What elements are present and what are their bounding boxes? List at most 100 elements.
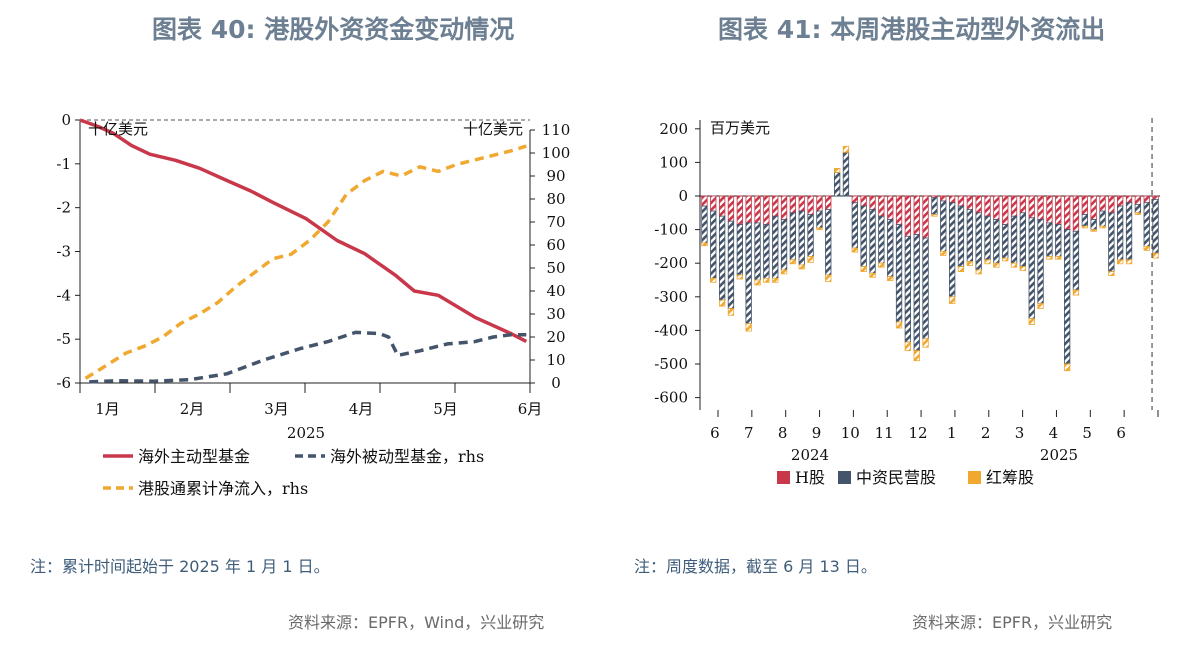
left-unit-label-right: 十亿美元 <box>463 120 523 138</box>
right-x-tick-label: 5 <box>1082 424 1092 442</box>
right-x-tick-label: 2 <box>981 424 991 442</box>
bar-segment-中资民营股 <box>975 212 982 271</box>
bar-segment-红筹股 <box>966 261 973 266</box>
bar-segment-红筹股 <box>1152 252 1159 259</box>
right-y-tick-label: -500 <box>654 355 688 373</box>
bar-segment-H股 <box>1010 195 1018 217</box>
bar-segment-红筹股 <box>851 247 858 253</box>
bar-segment-H股 <box>772 195 779 217</box>
bar-segment-红筹股 <box>1099 225 1106 229</box>
left-y-tick-label: -2 <box>56 199 71 217</box>
bar-segment-红筹股 <box>1046 256 1053 260</box>
left-y2-tick-label: 100 <box>542 144 571 162</box>
bar-segment-中资民营股 <box>710 210 717 279</box>
bar-segment-中资民营股 <box>1037 219 1044 304</box>
bar-segment-中资民营股 <box>1010 215 1018 264</box>
right-x-tick-label: 8 <box>778 424 788 442</box>
bar-segment-中资民营股 <box>1019 212 1026 268</box>
bar-segment-中资民营股 <box>763 224 770 279</box>
bar-segment-红筹股 <box>975 269 982 275</box>
bar-segment-H股 <box>913 195 920 235</box>
right-x-tick-label: 4 <box>1049 424 1059 442</box>
bar-segment-红筹股 <box>1028 318 1035 326</box>
bar-segment-红筹股 <box>1108 271 1115 277</box>
bar-segment-中资民营股 <box>834 172 841 197</box>
bar-segment-中资民营股 <box>825 208 832 276</box>
bar-segment-H股 <box>763 195 770 226</box>
bar-segment-红筹股 <box>780 269 788 275</box>
bar-segment-H股 <box>869 195 876 210</box>
bar-segment-红筹股 <box>754 279 761 286</box>
left-y2-tick-label: 60 <box>546 236 565 254</box>
bar-segment-红筹股 <box>1143 245 1150 251</box>
bar-segment-H股 <box>1072 195 1080 232</box>
legend-label-active-fund: 海外主动型基金 <box>138 447 250 466</box>
bar-segment-H股 <box>1134 195 1141 205</box>
bar-segment-中资民营股 <box>1064 229 1071 365</box>
bar-segment-H股 <box>1108 195 1115 214</box>
bar-segment-中资民营股 <box>940 200 947 252</box>
bar-segment-H股 <box>949 195 956 204</box>
bar-segment-H股 <box>895 195 903 226</box>
bar-segment-红筹股 <box>763 277 770 283</box>
left-chart-note: 注：累计时间起始于 2025 年 1 月 1 日。 <box>30 557 330 576</box>
bar-segment-H股 <box>825 195 832 210</box>
bar-segment-H股 <box>1002 195 1009 226</box>
bar-segment-红筹股 <box>957 266 965 273</box>
bar-segment-红筹股 <box>701 242 708 247</box>
right-y-tick-label: -400 <box>654 321 688 339</box>
bar-segment-红筹股 <box>895 321 903 329</box>
left-y2-tick-label: 30 <box>546 305 565 323</box>
bar-segment-H股 <box>789 195 796 214</box>
legend-swatch-private-shares <box>838 471 851 484</box>
bar-segment-红筹股 <box>710 277 717 283</box>
right-y-tick-label: -300 <box>654 288 688 306</box>
left-chart-source: 资料来源：EPFR，Wind，兴业研究 <box>288 613 545 632</box>
bar-segment-红筹股 <box>798 264 805 270</box>
bar-segment-H股 <box>860 195 867 207</box>
left-y-tick-label: -5 <box>56 330 71 348</box>
bar-segment-H股 <box>904 195 911 237</box>
right-y-tick-label: 100 <box>659 153 688 171</box>
left-plot-area: 0-1-2-3-4-5-611010090807060504030201001月… <box>56 111 570 418</box>
legend-label-passive-fund: 海外被动型基金，rhs <box>330 447 484 466</box>
bar-segment-H股 <box>816 195 823 212</box>
bar-segment-红筹股 <box>834 167 841 173</box>
left-x-axis-year-label: 2025 <box>287 424 325 442</box>
left-y-tick-label: -4 <box>56 286 71 304</box>
bar-segment-H股 <box>780 195 788 220</box>
bar-segment-中资民营股 <box>984 215 991 261</box>
right-x-tick-label: 1 <box>947 424 957 442</box>
bar-segment-中资民营股 <box>780 219 788 271</box>
bar-segment-中资民营股 <box>922 237 929 340</box>
bar-segment-H股 <box>1064 195 1071 230</box>
right-unit-label: 百万美元 <box>710 119 770 137</box>
bar-segment-中资民营股 <box>807 214 814 257</box>
bar-segment-红筹股 <box>816 227 823 230</box>
left-y-tick-label: -1 <box>56 155 71 173</box>
left-x-tick-label: 5月 <box>433 400 458 418</box>
bar-segment-红筹股 <box>993 262 1000 268</box>
right-y-tick-label: -100 <box>654 221 688 239</box>
bar-segment-中资民营股 <box>736 224 743 276</box>
bar-segment-H股 <box>1117 195 1124 207</box>
bar-segment-H股 <box>745 195 752 224</box>
left-y2-tick-label: 20 <box>546 328 565 346</box>
bar-segment-红筹股 <box>745 323 752 332</box>
bar-segment-红筹股 <box>1125 259 1133 265</box>
bar-segment-H股 <box>1099 195 1106 212</box>
right-year-label: 2025 <box>1040 446 1078 464</box>
bar-segment-中资民营股 <box>1117 205 1124 261</box>
bar-segment-中资民营股 <box>772 215 779 279</box>
bar-segment-H股 <box>719 195 726 217</box>
bar-segment-H股 <box>887 195 894 220</box>
left-series-line-0 <box>79 118 528 343</box>
left-y2-tick-label: 40 <box>546 282 565 300</box>
bar-segment-中资民营股 <box>719 215 726 301</box>
right-y-tick-label: -600 <box>654 389 688 407</box>
right-chart-source: 资料来源：EPFR，兴业研究 <box>912 613 1113 632</box>
bar-segment-H股 <box>1037 195 1044 220</box>
bar-segment-H股 <box>966 195 973 210</box>
